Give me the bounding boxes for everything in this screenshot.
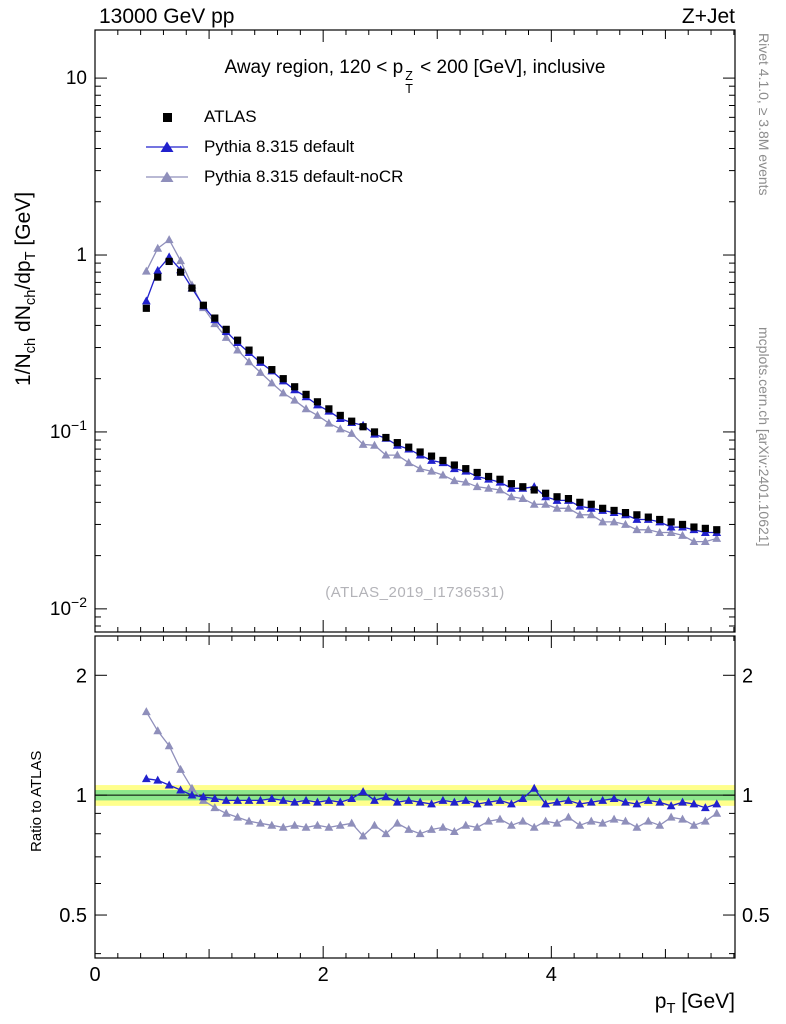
series-atlas [142,257,721,534]
ylabel-part: 1/N [12,353,35,386]
axis-ticks [94,30,735,958]
ratio-axis-label: Ratio to ATLAS [28,750,45,852]
beam-energy-label: 13000 GeV pp [99,5,235,28]
svg-text:10−1: 10−1 [50,417,87,443]
analysis-watermark: (ATLAS_2019_I1736531) [325,584,505,601]
title-post: < 200 [GeV], inclusive [414,57,606,78]
tick-labels: 10 1 10−1 10−2 2 2 1 1 0.5 0.5 0 2 4 [50,68,770,986]
ratio-pythia-default [141,774,722,812]
svg-text:4: 4 [546,964,557,986]
svg-text:0.5: 0.5 [59,905,87,927]
y-axis-label: 1/Nch dNch/dpT [GeV] [12,192,39,386]
svg-text:0.5: 0.5 [742,905,770,927]
legend: ATLAS Pythia 8.315 default Pythia 8.315 … [144,102,403,192]
title-sub: T [405,81,413,96]
legend-triangle [160,141,174,152]
ratio-pythia-nocr [141,707,722,840]
pythia-default-triangle-marker-icon [146,141,188,152]
svg-text:2: 2 [318,964,329,986]
title-pre: Away region, 120 < p [224,57,404,78]
legend-label-pythia-default: Pythia 8.315 default [204,137,355,156]
ylabel-sub: ch [23,337,40,354]
legend-triangle [160,171,174,182]
atlas-square-marker-icon [163,113,172,122]
process-label: Z+Jet [681,5,735,28]
legend-item-atlas: ATLAS [144,102,403,132]
svg-text:1: 1 [742,785,753,807]
svg-text:0: 0 [89,964,100,986]
legend-label-atlas: ATLAS [204,107,257,126]
svg-text:10−2: 10−2 [50,594,87,620]
series-pythia-default [141,252,722,536]
ylabel-part: /dp [12,260,35,290]
mcplots-arxiv-note: mcplots.cern.ch [arXiv:2401.10621] [756,327,772,547]
x-axis-label: pT [GeV] [0,990,735,1017]
legend-item-pythia-default: Pythia 8.315 default [144,132,403,162]
legend-square [163,113,172,122]
ylabel-sub: T [23,251,40,261]
pythia-nocr-triangle-marker-icon [146,171,188,182]
series-pythia-nocr [141,235,722,545]
xlabel-sub: T [666,1001,676,1018]
svg-text:1: 1 [76,245,87,266]
ylabel-part: [GeV] [12,191,35,252]
xlabel-part: p [654,990,667,1013]
svg-text:10: 10 [66,68,87,89]
legend-label-pythia-nocr: Pythia 8.315 default-noCR [204,167,404,186]
svg-text:2: 2 [742,665,753,687]
xlabel-part: [GeV] [675,990,735,1013]
legend-item-pythia-nocr: Pythia 8.315 default-noCR [144,162,403,192]
rivet-version-note: Rivet 4.1.0, ≥ 3.8M events [756,33,772,196]
panel-frames [94,29,736,959]
svg-text:2: 2 [76,665,87,687]
svg-text:1: 1 [76,785,87,807]
ylabel-part: dN [12,305,35,338]
title-sup: Z [405,69,413,83]
ylabel-sub: ch [23,289,40,306]
